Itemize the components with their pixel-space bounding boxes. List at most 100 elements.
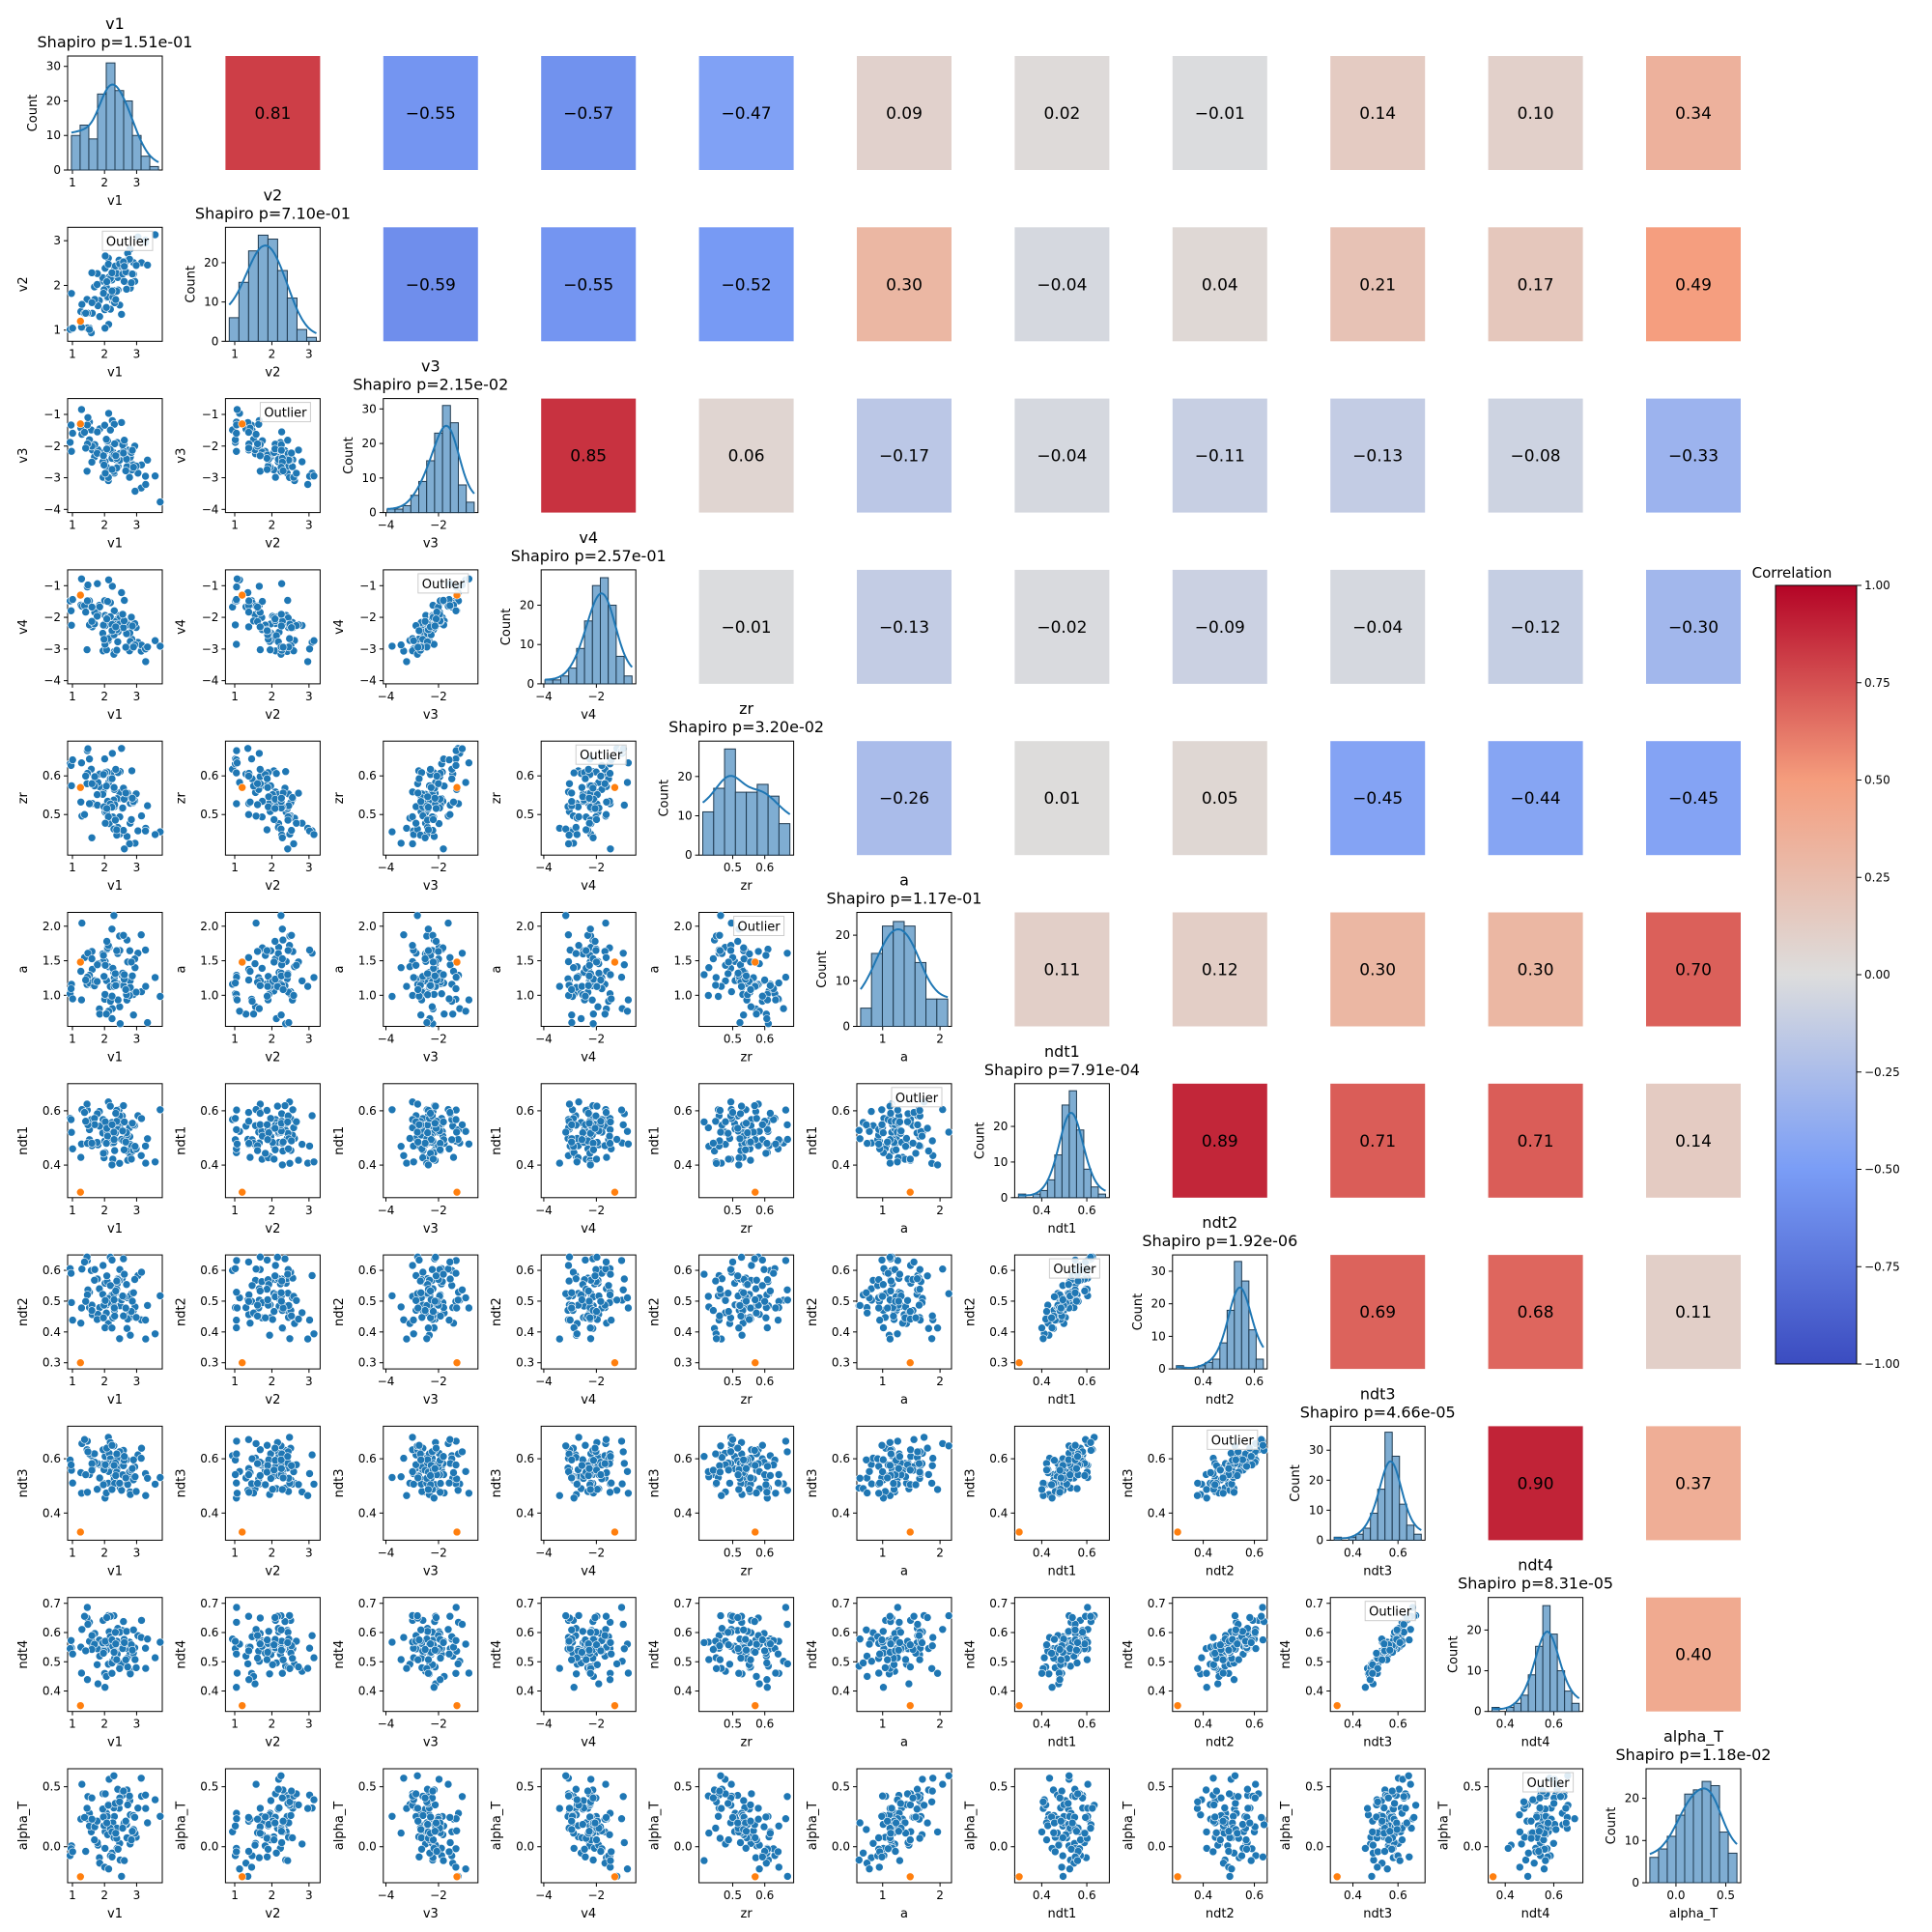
scatter-point	[424, 924, 433, 934]
scatter-point	[90, 1276, 99, 1285]
scatter-point	[67, 1461, 75, 1469]
scatter-point	[278, 935, 288, 945]
scatter-point	[307, 1631, 317, 1640]
scatter-point	[590, 804, 600, 813]
scatter-point	[283, 1118, 293, 1126]
scatter-point	[612, 1135, 621, 1144]
scatter-point	[617, 1256, 626, 1265]
scatter-point	[101, 1009, 111, 1018]
scatter-point	[585, 924, 595, 934]
scatter-point	[699, 970, 709, 980]
scatter-point	[261, 1149, 270, 1158]
x-axis-label: a	[900, 1051, 908, 1065]
scatter-point	[272, 1253, 282, 1262]
x-tick-label: 3	[133, 176, 141, 189]
scatter-point	[733, 1271, 743, 1281]
hist-bar	[724, 748, 736, 856]
hist-bar	[702, 810, 715, 856]
scatter-point	[1047, 1493, 1057, 1503]
x-tick-label: 2	[269, 1546, 276, 1559]
x-tick-label: −2	[588, 690, 606, 703]
scatter-point	[111, 622, 121, 632]
y-tick-label: 0.6	[200, 1104, 218, 1118]
panel-v3-ndt3: −0.13	[1330, 398, 1426, 513]
x-tick-label: 0.5	[724, 1546, 742, 1559]
scatter-point	[855, 1474, 865, 1483]
x-tick-label: 1	[69, 1718, 76, 1731]
x-axis-label: v4	[581, 1736, 596, 1750]
x-tick-label: 2	[100, 1375, 108, 1388]
scatter-point	[128, 445, 137, 455]
scatter-point	[596, 1296, 606, 1306]
scatter-point	[444, 1145, 454, 1153]
scatter-point	[465, 995, 473, 1005]
scatter-point	[263, 1285, 271, 1293]
scatter-point	[1050, 1293, 1059, 1301]
y-tick-label: 2.0	[674, 920, 693, 933]
scatter-point	[569, 768, 579, 778]
x-tick-label: 2	[100, 1033, 108, 1046]
hist-bar	[1039, 1189, 1048, 1199]
outlier-point	[75, 1187, 85, 1197]
scatter-point	[284, 1145, 293, 1153]
panel-v1-ndt1: 0.02	[1014, 56, 1110, 170]
scatter-point	[77, 1264, 87, 1273]
x-tick-label: 2	[100, 1546, 108, 1559]
scatter-point	[623, 1007, 632, 1016]
x-tick-label: 1	[69, 1204, 76, 1217]
scatter-point	[927, 1136, 937, 1146]
scatter-point	[254, 419, 264, 429]
scatter-point	[733, 1123, 743, 1133]
scatter-point	[309, 1480, 319, 1489]
hist-bar	[860, 1008, 872, 1027]
y-axis-label: a	[648, 966, 663, 974]
corr-value: −0.57	[563, 104, 613, 124]
corr-value: 0.71	[1359, 1132, 1396, 1151]
y-axis-label: ndt2	[332, 1297, 347, 1326]
scatter-points	[699, 1097, 792, 1170]
y-tick-label: 20	[362, 437, 377, 450]
scatter-point	[886, 1334, 895, 1344]
y-tick-label: 0.6	[200, 1626, 218, 1639]
scatter-point	[94, 1679, 102, 1689]
scatter-point	[585, 1628, 595, 1637]
scatter-points	[554, 1253, 633, 1344]
scatter-point	[122, 1627, 131, 1636]
scatter-point	[465, 1489, 473, 1498]
y-tick-label: 0.5	[43, 1294, 61, 1308]
corr-cell	[1014, 227, 1110, 342]
diag-title: v3	[421, 357, 440, 376]
scatter-point	[232, 1323, 241, 1332]
scatter-points	[66, 1097, 165, 1170]
scatter-point	[122, 1280, 131, 1289]
scatter-point	[276, 793, 286, 803]
x-axis-label: a	[900, 1564, 908, 1578]
scatter-point	[261, 1313, 270, 1322]
scatter-points	[228, 1253, 319, 1344]
y-axis-label: a	[174, 966, 188, 974]
x-tick-label: 2	[269, 1033, 276, 1046]
scatter-point	[757, 1121, 767, 1129]
scatter-point	[289, 991, 298, 1000]
y-tick-label: 0.3	[674, 1356, 693, 1370]
x-tick-label: 3	[305, 861, 313, 874]
x-tick-label: 1	[879, 1546, 887, 1559]
x-tick-label: 1	[69, 1033, 76, 1046]
scatter-point	[111, 1628, 120, 1637]
scatter-point	[1080, 1287, 1090, 1295]
scatter-point	[233, 405, 242, 414]
scatter-point	[120, 276, 128, 286]
corr-value: 0.21	[1359, 275, 1396, 295]
scatter-point	[265, 1669, 274, 1679]
hist-bar	[1413, 1533, 1422, 1541]
x-axis-label: zr	[741, 1051, 753, 1065]
scatter-point	[893, 1329, 902, 1339]
panel-a-alpha_T: 0.70	[1646, 912, 1741, 1027]
scatter-point	[583, 1471, 593, 1480]
x-axis-label: v3	[423, 537, 439, 552]
panel-v1-v2: 0.81	[225, 56, 321, 170]
scatter-point	[283, 436, 293, 445]
